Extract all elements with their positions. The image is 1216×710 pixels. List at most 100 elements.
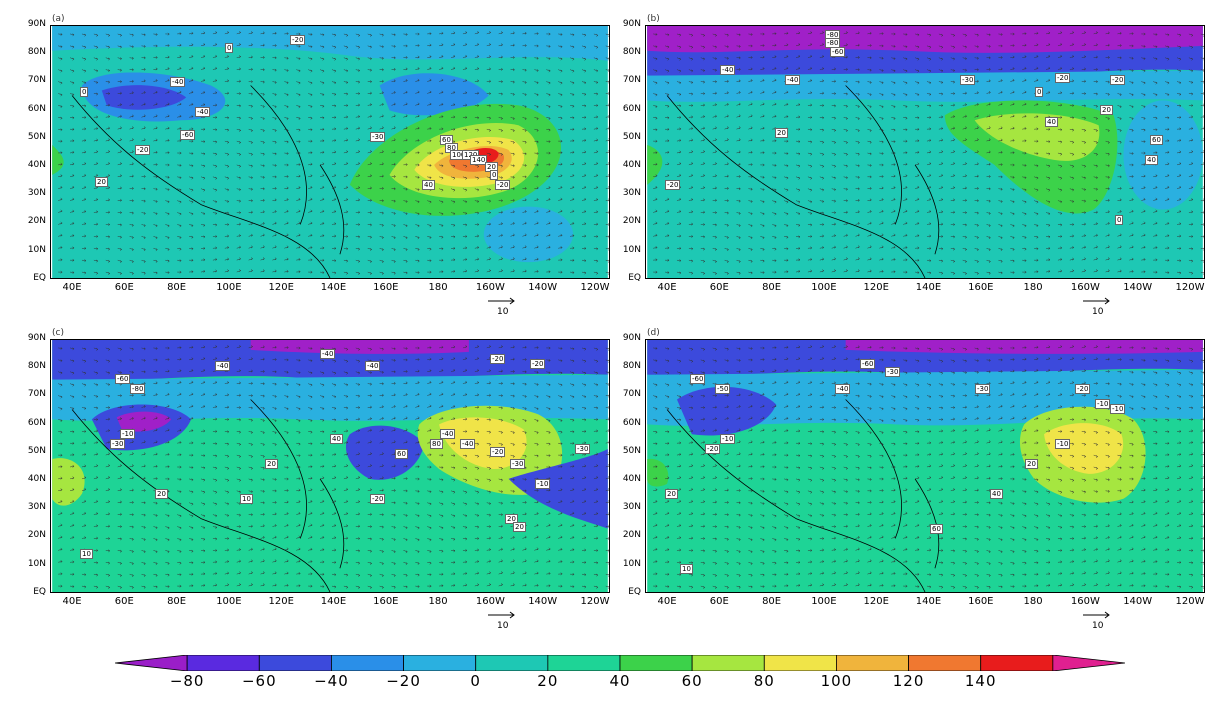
lon-label: 160E — [373, 596, 399, 607]
contour-label: -30 — [370, 132, 386, 142]
colorbar-segment — [258, 655, 332, 671]
region-neg80-b — [116, 411, 172, 432]
reference-vector-label: 10 — [497, 621, 509, 631]
contour-label: -20 — [370, 494, 386, 504]
contour-label: -20 — [495, 180, 511, 190]
lon-label: 120E — [863, 282, 889, 293]
map-panel-d: (d) — [645, 328, 1205, 593]
wind-vectors — [653, 345, 1204, 589]
region-40-c — [647, 145, 663, 185]
region-neg20-b — [1123, 100, 1203, 210]
contour-label: 10 — [80, 549, 93, 559]
colorbar-tick: 120 — [892, 672, 925, 690]
lon-label: 100E — [216, 596, 242, 607]
lon-label: 120W — [580, 596, 610, 607]
lon-label: 120W — [580, 282, 610, 293]
panel-tag: (a) — [52, 14, 65, 24]
lon-label: 140W — [1123, 596, 1153, 607]
colorbar-tick: 100 — [820, 672, 853, 690]
lon-label: 140E — [320, 596, 347, 607]
lon-label: 180 — [1023, 596, 1043, 607]
contour-label: 20 — [1025, 459, 1038, 469]
lon-label: 160W — [1070, 596, 1100, 607]
contour-label: 0 — [490, 170, 499, 180]
contour-label: -40 — [460, 439, 476, 449]
contour-label: 80 — [430, 439, 443, 449]
lat-label: 20N — [622, 530, 641, 541]
contour-label: 40 — [330, 434, 343, 444]
contour-label: -30 — [885, 367, 901, 377]
region-60 — [974, 113, 1100, 161]
contour-label: 40 — [1145, 155, 1158, 165]
colorbar-tick: 80 — [753, 672, 775, 690]
lat-label: 80N — [27, 47, 46, 58]
contour-label: 0 — [225, 43, 234, 53]
contour-label: -40 — [720, 65, 736, 75]
lat-label: EQ — [33, 272, 46, 283]
colorbar-tick: 60 — [681, 672, 703, 690]
contour-label: 40 — [422, 180, 435, 190]
region-neg60-c — [345, 425, 425, 480]
colorbar-segment — [619, 655, 693, 671]
region-neg80 — [845, 340, 1203, 354]
region-80 — [1044, 423, 1124, 474]
lat-label: 90N — [622, 333, 641, 343]
lon-label: 180 — [428, 282, 448, 293]
contour-label: -40 — [785, 75, 801, 85]
coastline — [250, 85, 345, 255]
contour-label: -10 — [1110, 404, 1126, 414]
coastline — [845, 399, 940, 569]
colorbar-segment — [836, 655, 909, 671]
colorbar-segment — [331, 655, 404, 671]
lon-label: 160E — [373, 282, 399, 293]
lat-label: 20N — [622, 216, 641, 227]
lat-label: 60N — [622, 103, 641, 114]
lon-label: 80E — [762, 282, 782, 293]
region-neg60-b — [676, 386, 777, 436]
region-60-c — [52, 458, 85, 506]
contour-label: -20 — [1055, 73, 1071, 83]
map-area — [645, 25, 1205, 279]
reference-vector-label: 10 — [497, 307, 509, 317]
colorbar-tick: −20 — [386, 672, 421, 690]
lat-label: 90N — [27, 333, 46, 343]
contour-label: -20 — [705, 444, 721, 454]
lat-label: 20N — [27, 216, 46, 227]
colorbar-segment — [475, 655, 549, 671]
contour-label: -40 — [170, 77, 186, 87]
lon-label: 80E — [167, 596, 187, 607]
contour-label: -30 — [575, 444, 591, 454]
lat-label: 60N — [27, 103, 46, 114]
contour-label: -20 — [1110, 75, 1126, 85]
contour-label: 20 — [665, 489, 678, 499]
colorbar-tick: 40 — [609, 672, 631, 690]
colorbar-tick: −80 — [169, 672, 205, 690]
reference-arrow — [1083, 611, 1110, 619]
colorbar-tick: −40 — [314, 672, 349, 690]
lat-label: EQ — [628, 272, 641, 283]
coastline — [71, 409, 331, 592]
contour-label: 20 — [513, 522, 526, 532]
lat-label: 30N — [27, 188, 46, 199]
wind-vectors — [58, 31, 609, 275]
lon-label: 80E — [167, 282, 187, 293]
colorbar-segment — [908, 655, 982, 671]
contour-label: -30 — [110, 439, 126, 449]
lon-label: 160W — [475, 282, 505, 293]
lon-label: 60E — [709, 596, 729, 607]
lat-label: 30N — [622, 188, 641, 199]
contour-label: 0 — [80, 87, 89, 97]
contour-label: -60 — [830, 47, 846, 57]
contour-label: -20 — [1075, 384, 1091, 394]
lat-label: 70N — [622, 75, 641, 86]
reference-arrow — [1083, 297, 1110, 305]
lat-label: 80N — [622, 361, 641, 372]
panel-tag: (d) — [647, 328, 660, 338]
lat-label: 60N — [27, 417, 46, 428]
contour-label: -50 — [715, 384, 731, 394]
lat-label: 10N — [27, 244, 46, 255]
contour-label: -10 — [1095, 399, 1111, 409]
colorbar-segment — [763, 655, 837, 671]
contour-label: -20 — [530, 359, 546, 369]
coastline — [666, 95, 926, 278]
